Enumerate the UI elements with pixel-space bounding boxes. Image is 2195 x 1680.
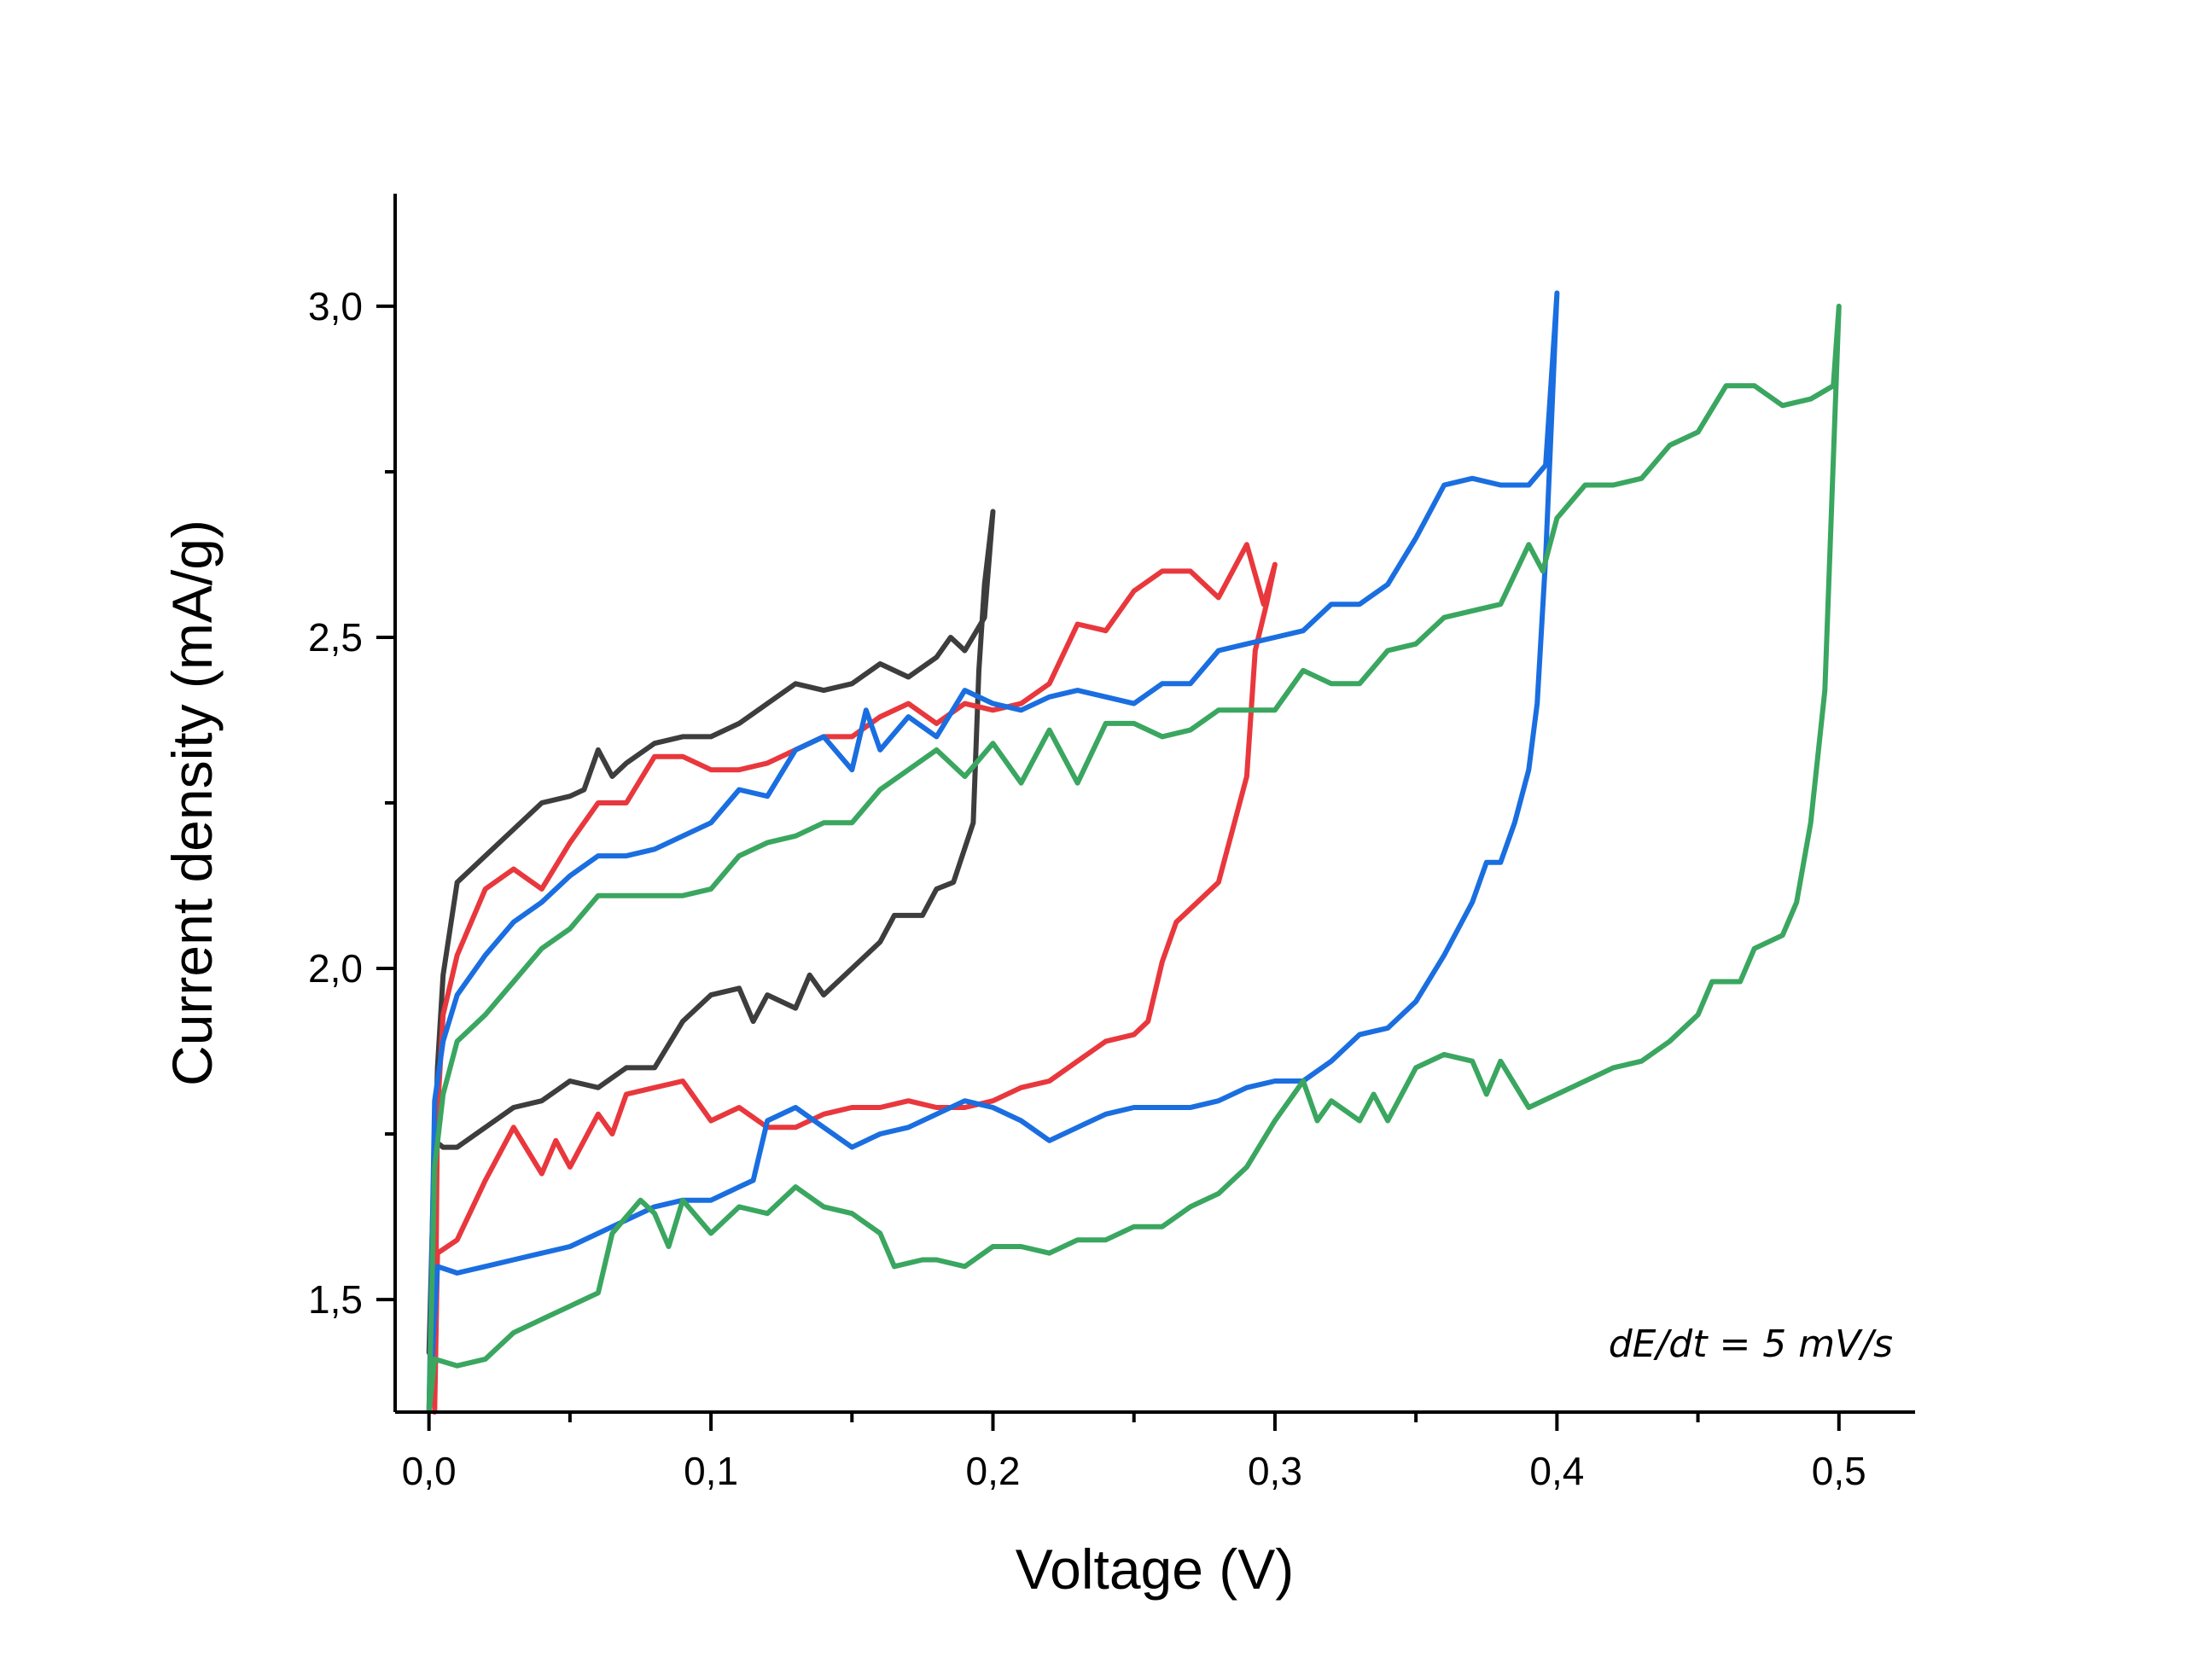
y-tick-label: 1,5 [308,1277,363,1322]
y-tick-label: 3,0 [308,284,363,328]
x-tick-label: 0,2 [966,1449,1021,1493]
x-axis-title: Voltage (V) [1016,1538,1295,1601]
y-tick-label: 2,5 [308,615,363,660]
series-line-4 [426,303,1842,1415]
ticks-layer: 0,0 0,1 0,2 0,3 0,4 0,5 1,5 2,0 2,5 3,0 [308,284,1866,1493]
y-axis-title: Current density (mA/g) [160,520,224,1086]
x-tick-label: 0,5 [1812,1449,1866,1493]
x-tick-label: 0,1 [684,1449,738,1493]
y-tick-label: 2,0 [308,946,363,991]
scan-rate-annotation: dE/dt = 5 mV/s [1609,1322,1893,1366]
series-layer [426,290,1842,1415]
series-line-1 [426,509,996,1356]
x-tick-label: 0,3 [1248,1449,1302,1493]
series-line-2 [432,542,1278,1415]
x-tick-label: 0,4 [1529,1449,1584,1493]
x-tick-label: 0,0 [402,1449,457,1493]
